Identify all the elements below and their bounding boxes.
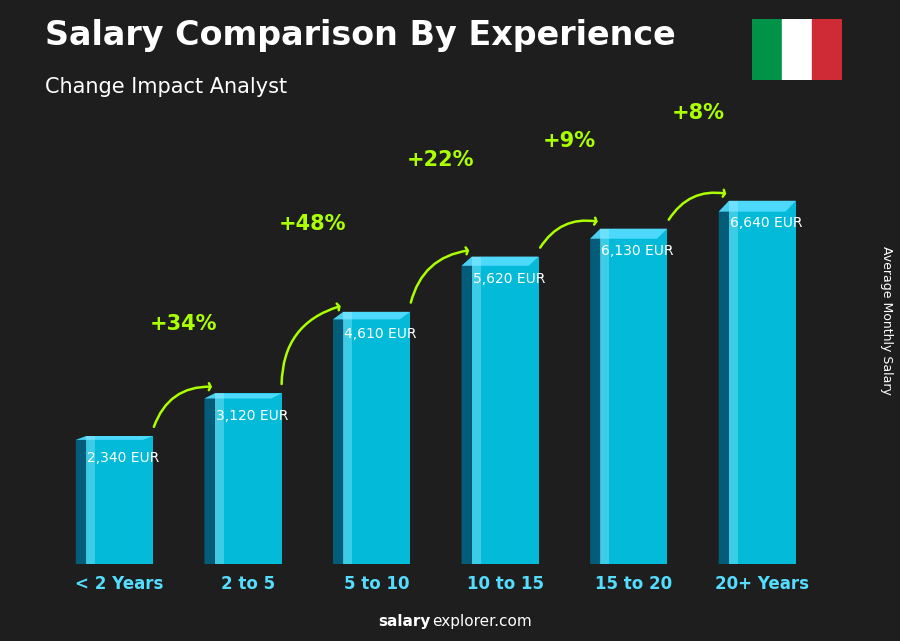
Polygon shape bbox=[215, 394, 282, 564]
Bar bbox=[812, 19, 842, 80]
Polygon shape bbox=[215, 394, 224, 564]
Polygon shape bbox=[76, 436, 153, 440]
Text: 4,610 EUR: 4,610 EUR bbox=[345, 327, 417, 341]
Polygon shape bbox=[86, 436, 153, 564]
Polygon shape bbox=[590, 229, 667, 238]
Bar bbox=[752, 19, 781, 80]
Bar bbox=[781, 19, 812, 80]
Text: Change Impact Analyst: Change Impact Analyst bbox=[45, 77, 287, 97]
Polygon shape bbox=[719, 201, 729, 564]
Polygon shape bbox=[343, 312, 352, 564]
Polygon shape bbox=[333, 312, 343, 564]
Polygon shape bbox=[343, 312, 410, 564]
Polygon shape bbox=[462, 256, 539, 266]
Text: +34%: +34% bbox=[150, 314, 218, 334]
Polygon shape bbox=[729, 201, 738, 564]
Polygon shape bbox=[86, 436, 95, 564]
Polygon shape bbox=[472, 256, 481, 564]
Polygon shape bbox=[462, 256, 472, 564]
Text: +9%: +9% bbox=[543, 131, 596, 151]
Text: Salary Comparison By Experience: Salary Comparison By Experience bbox=[45, 19, 676, 52]
Polygon shape bbox=[600, 229, 667, 564]
Polygon shape bbox=[333, 312, 410, 319]
Polygon shape bbox=[472, 256, 539, 564]
Polygon shape bbox=[204, 394, 282, 399]
Text: +22%: +22% bbox=[407, 150, 475, 171]
Text: 2,340 EUR: 2,340 EUR bbox=[87, 451, 159, 465]
Polygon shape bbox=[76, 436, 86, 564]
Text: salary: salary bbox=[378, 615, 430, 629]
Text: 6,130 EUR: 6,130 EUR bbox=[601, 244, 674, 258]
Text: 6,640 EUR: 6,640 EUR bbox=[730, 216, 803, 230]
Text: Average Monthly Salary: Average Monthly Salary bbox=[880, 246, 893, 395]
Text: 3,120 EUR: 3,120 EUR bbox=[216, 409, 288, 422]
Text: 5,620 EUR: 5,620 EUR bbox=[473, 272, 545, 286]
Polygon shape bbox=[204, 394, 215, 564]
Polygon shape bbox=[729, 201, 796, 564]
Text: +8%: +8% bbox=[671, 103, 724, 124]
Text: explorer.com: explorer.com bbox=[432, 615, 532, 629]
Polygon shape bbox=[719, 201, 796, 212]
Text: +48%: +48% bbox=[279, 215, 346, 235]
Polygon shape bbox=[590, 229, 600, 564]
Polygon shape bbox=[600, 229, 609, 564]
